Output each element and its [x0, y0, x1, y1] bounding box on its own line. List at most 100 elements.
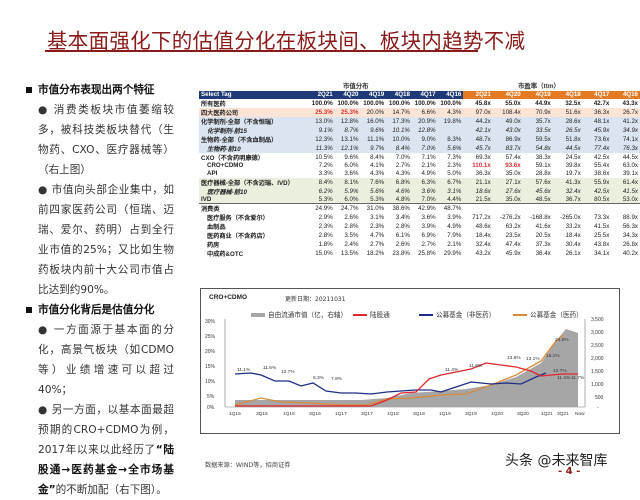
cell: 42.1x	[463, 125, 493, 135]
table-row: 四大医药公司 25.3% 25.3% 20.0% 14.7% 6.6% 4.3% 97.0x…	[199, 107, 640, 117]
cell: 16.0%	[360, 116, 387, 126]
cell: 55.9x	[582, 177, 612, 187]
cell: 48.7x	[463, 134, 493, 144]
cell: 18.4x	[475, 232, 491, 240]
svg-text:3,500: 3,500	[591, 317, 604, 323]
cell: 44.5x	[552, 143, 583, 153]
col-header: 4Q18	[386, 91, 412, 99]
table-row: 消费类 24.9% 24.7% 31.0% 38.6% 42.9% 48.7%	[199, 203, 640, 214]
cell: 20.5x	[535, 232, 551, 240]
row-label: 医疗器械-前10	[199, 186, 310, 196]
cell: 34.3x	[622, 232, 638, 240]
cell: 54.8x	[522, 143, 553, 153]
col-header: 4Q20	[492, 91, 523, 99]
svg-text:1Q21: 1Q21	[541, 411, 553, 417]
cell: 97.0x	[463, 107, 493, 117]
cell: 4.9%	[421, 170, 436, 178]
cell: 27.6x	[492, 186, 523, 196]
cell: 42.5x	[582, 186, 612, 196]
cell: 7.6%	[360, 177, 387, 187]
cell: 100.0%	[388, 99, 410, 107]
table-row: 医疗器械-全部（不含迈瑞、IVD） 8.4% 8.1% 7.6% 6.8% 6.3% 6.…	[199, 177, 640, 187]
cell: 3.6%	[421, 214, 436, 222]
svg-text:13.8%: 13.8%	[507, 355, 521, 361]
svg-text:30%: 30%	[205, 319, 216, 325]
cell: 9.7%	[360, 143, 387, 153]
table-row: IVD 5.3% 6.0% 5.3% 4.8% 7.0% 4.4% 21.5x 35.0x 48…	[199, 195, 640, 204]
cell: 53.0x	[611, 195, 640, 204]
legend-item-nonpharma-fund: 公募基金（非医药）	[419, 309, 495, 319]
select-tag-header[interactable]: Select Tag	[199, 91, 310, 99]
cell: 35.0x	[492, 195, 523, 204]
cell: 20.9%	[411, 116, 438, 126]
cell: 43.0x	[492, 125, 523, 135]
cell: 83.7x	[492, 143, 523, 153]
cell: 6.3%	[411, 177, 438, 187]
cell: 32.5x	[565, 99, 581, 107]
cell: 61.4x	[611, 177, 640, 187]
watermark: 头条 @未来智库	[505, 453, 608, 469]
cell: 7.3%	[447, 153, 462, 161]
cell: 3.6%	[344, 170, 359, 178]
cell: 15.0%	[315, 250, 333, 258]
table-row: 医药商业（不含药店） 2.8% 3.5% 4.7% 6.1% 6.9% 7.9% 18.4x…	[199, 231, 640, 240]
svg-text:3Q15: 3Q15	[256, 411, 268, 417]
cell: -265.0x	[560, 214, 581, 222]
legend-swatch	[353, 314, 367, 316]
cell: 36.7x	[552, 195, 583, 204]
valuation-table: Select Tag 2Q21 4Q20 4Q19 4Q18 4Q17 4Q16…	[199, 91, 640, 258]
cell: 17.3%	[386, 116, 412, 126]
cell: 3.9%	[421, 223, 436, 231]
cell: 11.3%	[309, 143, 335, 153]
cell: 2.8%	[395, 223, 410, 231]
cell: 7.0%	[411, 195, 438, 204]
cell: 2.7%	[395, 162, 410, 170]
svg-text:1,500: 1,500	[591, 369, 604, 375]
cell: 100.0%	[440, 99, 462, 107]
cell: 59.1x	[535, 162, 551, 170]
legend-swatch	[513, 314, 527, 316]
legend-swatch	[419, 314, 433, 316]
cell: 3.4%	[395, 214, 410, 222]
cell: 28.6x	[552, 116, 583, 126]
cell: 11.1%	[360, 134, 387, 144]
cell: 8.4%	[370, 153, 385, 161]
cell: 7.9%	[447, 232, 462, 240]
page-number: - 4 -	[558, 466, 581, 477]
cell: 43.2x	[475, 250, 491, 258]
cell: 2.3%	[370, 223, 385, 231]
row-label: 消费类	[199, 203, 310, 214]
section2-point2-text: ● 另一方面，以基本面最超预期的CRO+CDMO为例，2017年以来以此经历了	[38, 404, 174, 456]
svg-text:3,000: 3,000	[591, 330, 604, 336]
svg-text:7.9%: 7.9%	[331, 376, 343, 382]
cell: 45.9x	[505, 250, 521, 258]
cell: 86.9x	[492, 134, 523, 144]
cell: 88.9x	[622, 214, 638, 222]
svg-text:8.3%: 8.3%	[313, 375, 325, 381]
title-underline	[45, 50, 478, 52]
cell: 6.0%	[344, 162, 359, 170]
cell: 100.0%	[337, 99, 359, 107]
page-title: 基本面强化下的估值分化在板块间、板块内趋势不减	[47, 29, 526, 53]
cell: 2.7%	[370, 241, 385, 249]
cell: 10.1%	[386, 125, 412, 135]
svg-text:500: 500	[595, 395, 604, 401]
cell: 3.9%	[447, 214, 462, 222]
cell: 43.8x	[594, 241, 610, 249]
cell: 31.0%	[360, 203, 387, 214]
svg-text:15.1%: 15.1%	[546, 353, 560, 359]
cell: 47.4x	[505, 241, 521, 249]
table-row: CRO+CDMO 7.2% 6.0% 4.1% 2.7% 2.1% 2.3% 110.1x 9…	[199, 162, 640, 170]
cell: 4.3%	[370, 170, 385, 178]
cell: 35.7x	[522, 116, 553, 126]
cell: 63.2x	[505, 223, 521, 231]
cell: 1.8%	[318, 241, 333, 249]
cell: 24.5x	[565, 153, 581, 161]
cell: 8.4%	[386, 143, 412, 153]
col-header: 4Q18	[552, 91, 583, 99]
row-label: 药房	[207, 242, 220, 250]
section1-point2: ● 市值向头部企业集中，如前四家医药公司（恒瑞、迈瑞、爱尔、药明）占到全行业市值…	[38, 184, 174, 296]
cell: 51.8x	[552, 134, 583, 144]
cell: 5.6%	[360, 186, 387, 196]
cell	[582, 203, 612, 214]
